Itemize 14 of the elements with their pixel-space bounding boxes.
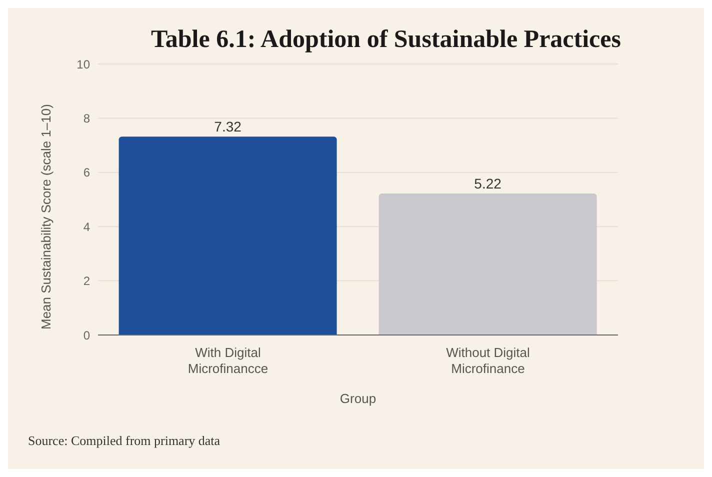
y-tick-label: 4 — [83, 220, 90, 234]
x-tick-label: Without Digital Microfinance — [446, 345, 530, 376]
x-tick-label: With Digital Microfinancce — [188, 345, 268, 376]
y-axis-title: Mean Sustainability Score (scale 1–10) — [38, 104, 54, 330]
y-tick-label: 0 — [83, 328, 90, 342]
chart-title: Table 6.1: Adoption of Sustainable Practices — [150, 25, 622, 54]
y-tick-label: 6 — [83, 166, 90, 180]
y-tick-label: 10 — [76, 57, 90, 72]
y-tick-label: 2 — [83, 274, 90, 288]
data-label: 5.22 — [474, 176, 502, 192]
data-label: 7.32 — [214, 118, 242, 135]
x-axis-title: Group — [340, 391, 376, 406]
source-note: Source: Compiled from primary data — [28, 433, 220, 449]
y-tick-label: 8 — [83, 111, 90, 126]
